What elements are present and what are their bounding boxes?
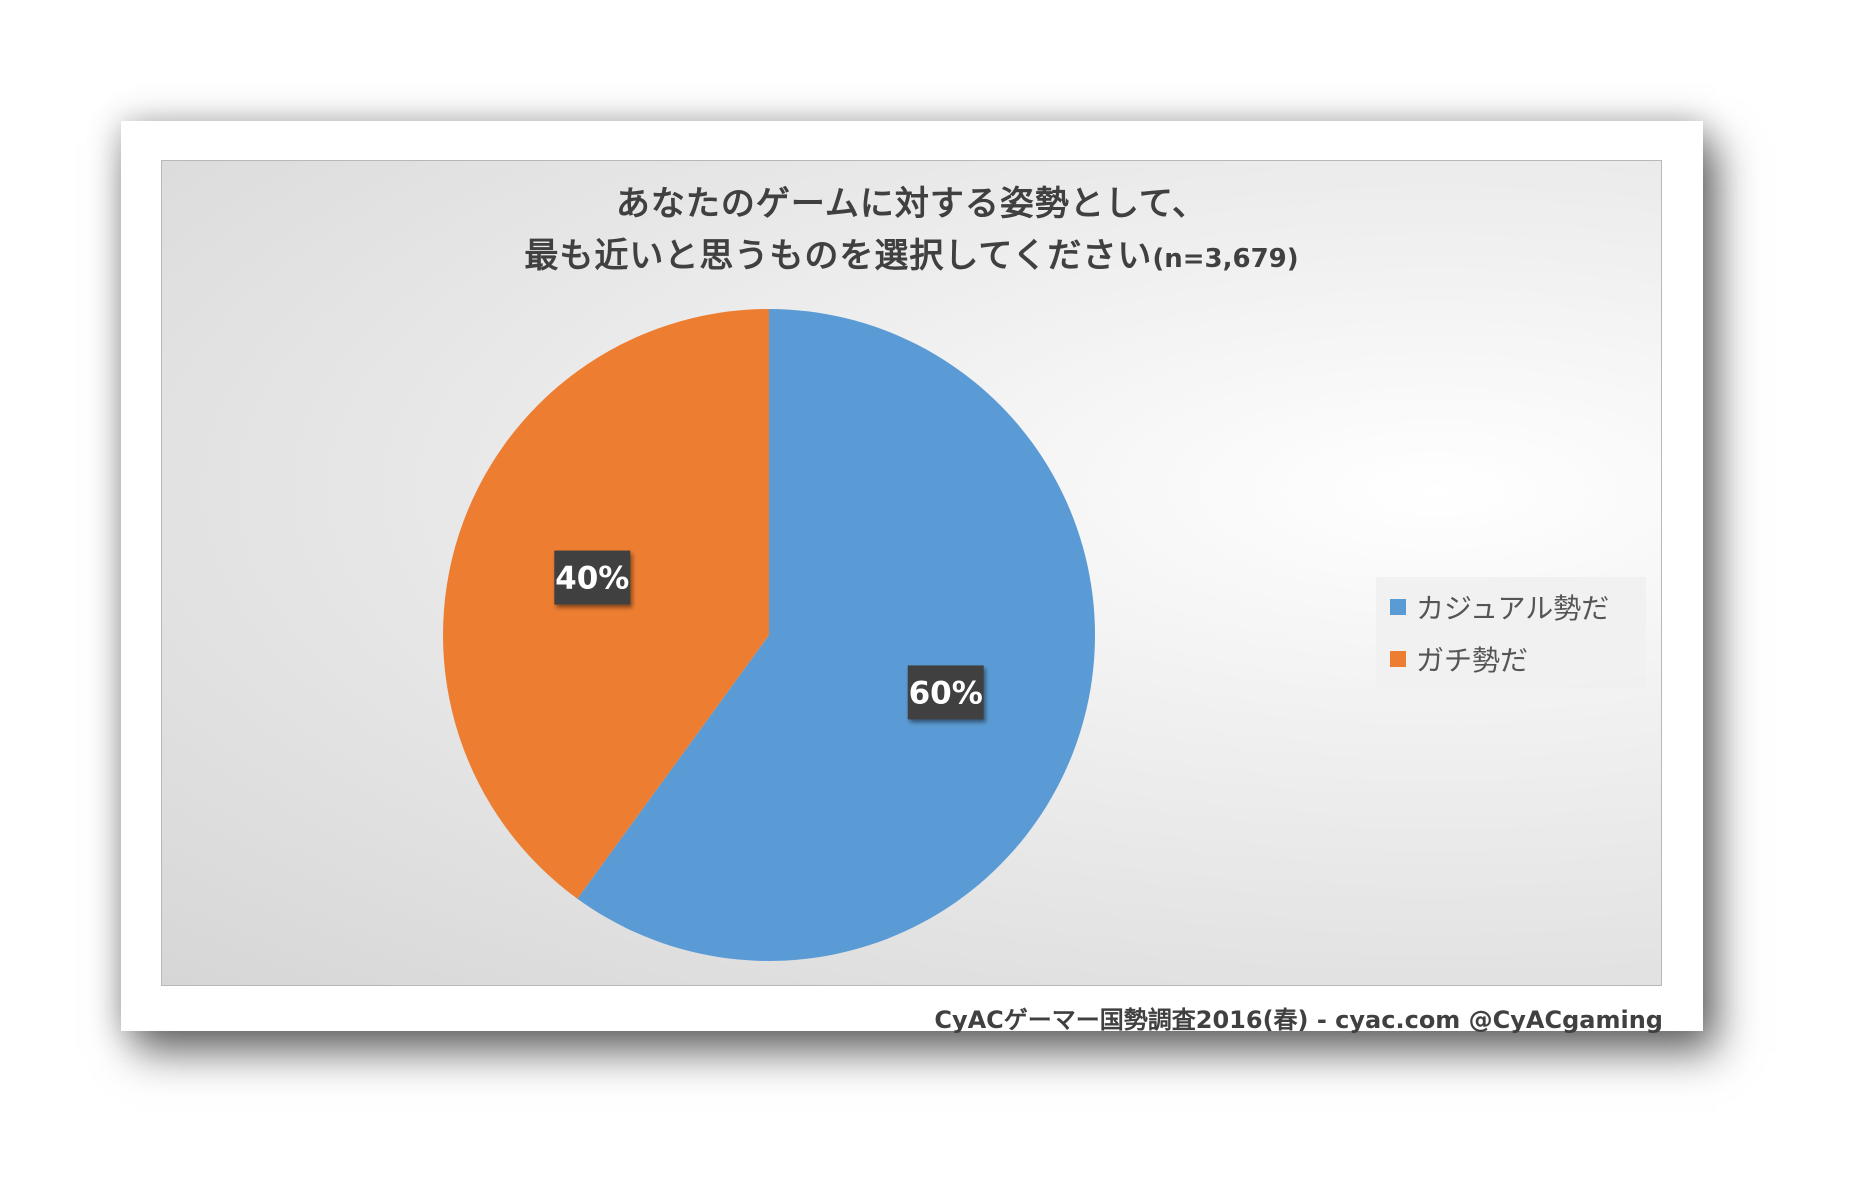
legend-swatch-casual [1390,599,1406,615]
chart-title-line1-text: あなたのゲームに対する姿勢として、 [615,184,1208,224]
chart-sample-size: (n=3,679) [1152,244,1299,274]
data-label-text-0: 60% [909,675,983,711]
legend-swatch-hardcore [1390,651,1406,667]
data-label-1: 40% [554,550,631,605]
data-label-text-1: 40% [555,561,629,597]
footer-credit: CyACゲーマー国勢調査2016(春) - cyac.com @CyACgami… [934,1006,1663,1034]
legend-item-casual: カジュアル勢だ [1390,587,1609,627]
chart-title-line1: あなたのゲームに対する姿勢として、 [161,180,1662,228]
legend-label-hardcore: ガチ勢だ [1416,644,1529,677]
pie-slice-0 [577,309,1095,961]
legend: カジュアル勢だ ガチ勢だ [1376,577,1646,689]
data-label-0: 60% [907,665,984,720]
data-label-box-0 [907,665,984,720]
data-label-box-1 [554,550,631,605]
chart-title-line2-text: 最も近いと思うものを選択してください [524,236,1153,276]
chart-title-line2: 最も近いと思うものを選択してください(n=3,679) [161,232,1662,283]
legend-label-casual: カジュアル勢だ [1416,592,1610,625]
legend-item-hardcore: ガチ勢だ [1390,639,1528,679]
